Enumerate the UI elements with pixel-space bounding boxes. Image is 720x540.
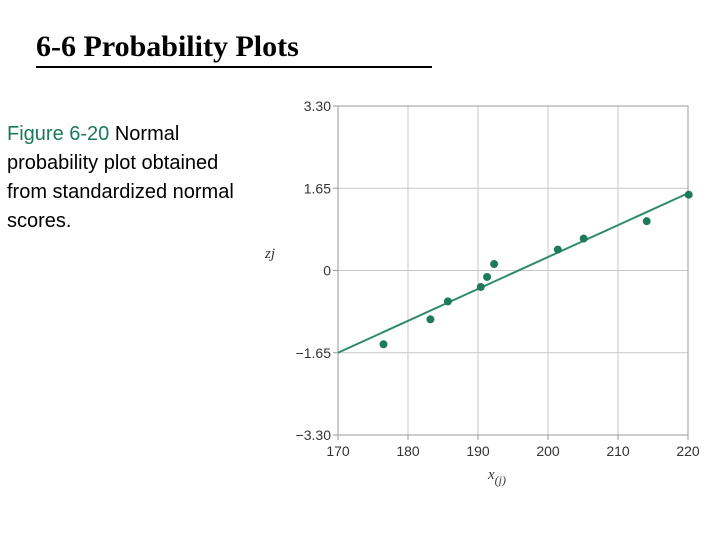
tick-layer: 170 180 190 200 210 220 3.30 1.65 0 −1.65 −3.30 xyxy=(296,98,700,459)
y-tick-label: 0 xyxy=(323,263,331,279)
data-point xyxy=(426,315,435,324)
y-tick-label: −1.65 xyxy=(296,345,332,361)
data-point xyxy=(476,282,485,291)
data-point xyxy=(379,340,388,349)
figure-label: Figure 6-20 xyxy=(7,123,110,145)
x-tick-label: 170 xyxy=(326,443,350,459)
x-tick-label: 210 xyxy=(606,443,630,459)
slide-title: 6-6 Probability Plots xyxy=(36,30,299,63)
x-tick-label: 190 xyxy=(466,443,490,459)
data-point xyxy=(642,217,651,226)
fit-line-layer xyxy=(337,192,689,354)
figure-caption-text: Normal probability plot obtained from st… xyxy=(7,123,234,232)
y-tick-label: 3.30 xyxy=(304,98,331,114)
data-point xyxy=(443,297,452,306)
y-tick-label: −3.30 xyxy=(296,427,332,443)
data-point xyxy=(553,245,562,254)
title-underline xyxy=(36,66,432,68)
grid-layer xyxy=(337,105,689,436)
figure-caption: Figure 6-20 Normal probability plot obta… xyxy=(7,120,235,236)
point-layer xyxy=(379,190,693,349)
x-tick-label: 200 xyxy=(536,443,560,459)
y-axis-label: zj xyxy=(264,246,275,262)
x-tick-label: 220 xyxy=(676,443,700,459)
data-point xyxy=(684,190,693,199)
data-point xyxy=(490,260,499,269)
data-point xyxy=(483,272,492,281)
data-point xyxy=(579,234,588,243)
x-tick-label: 180 xyxy=(396,443,420,459)
y-tick-label: 1.65 xyxy=(304,180,331,196)
fit-line xyxy=(337,192,689,354)
x-axis-label: x(j) xyxy=(487,467,506,487)
